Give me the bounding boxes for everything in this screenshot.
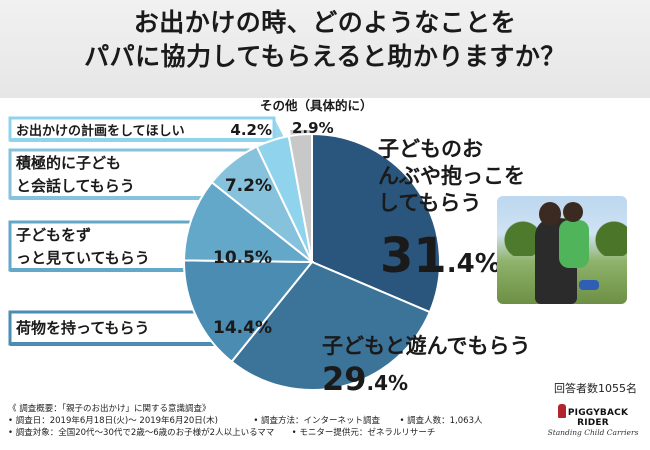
slice-label: してもらう [378, 191, 481, 215]
pie-slice [287, 132, 313, 263]
survey-footer: 《 調査概要：「親子のお出かけ」に関する意識調査》 • 調査日：2019年6月1… [8, 403, 483, 439]
data-label: 29.4% [322, 360, 408, 398]
slice-label: と会話してもらう [16, 177, 135, 195]
slice-label: 子どものお [378, 137, 483, 161]
data-label: 7.2% [225, 176, 272, 196]
survey-overview: 《 調査概要：「親子のお出かけ」に関する意識調査》 [8, 404, 211, 414]
slice-label: 荷物を持ってもらう [16, 319, 150, 337]
data-label: 31.4% [380, 228, 501, 284]
slice-label: その他（具体的に） [260, 98, 373, 113]
slice-label: 子どもをず [16, 226, 91, 244]
survey-target: • 調査対象：全国20代～30代で2歳～6歳のお子様が2人以上いるママ [8, 428, 275, 438]
title-band [0, 0, 650, 98]
slice-label: 子どもと遊んでもらう [322, 334, 531, 358]
pie-slice [182, 180, 315, 264]
data-label: 4.2% [230, 121, 272, 139]
pie-slice [183, 259, 315, 364]
slice-label: っと見ていてもらう [16, 249, 150, 267]
chart-title: お出かけの時、どのようなことを パパに協力してもらえると助かりますか？ [84, 8, 566, 71]
survey-count: • 調査人数：1,063人 [399, 416, 483, 426]
pie-slice [311, 132, 441, 314]
slice-label: んぶや抱っこを [378, 164, 525, 188]
data-label: 2.9% [292, 119, 334, 137]
data-label: 14.4% [213, 318, 272, 338]
brand-name: PIGGYBACK RIDER [567, 408, 629, 428]
brand-tagline: Standing Child Carriers [547, 428, 639, 437]
brand-logo: PIGGYBACK RIDER Standing Child Carriers [542, 404, 644, 437]
slice-label: お出かけの計画をしてほしい [16, 123, 185, 139]
piggyback-figure-icon [557, 404, 566, 418]
survey-provider: • モニター提供元：ゼネラルリサーチ [291, 428, 436, 438]
slice-label: 積極的に子ども [15, 154, 121, 172]
respondent-count: 回答者数1055名 [554, 382, 637, 395]
parent-child-photo [497, 196, 627, 304]
survey-method: • 調査方法：インターネット調査 [253, 416, 381, 426]
pie-slice [230, 260, 432, 391]
data-label: 10.5% [213, 248, 272, 268]
survey-period: • 調査日：2019年6月18日(火)～ 2019年6月20日(木) [8, 416, 218, 426]
